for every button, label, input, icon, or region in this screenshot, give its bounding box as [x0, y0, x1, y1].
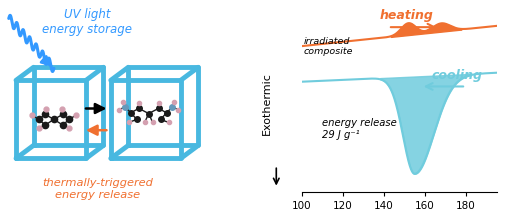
Text: heating: heating: [380, 9, 433, 22]
Text: energy release
29 J g⁻¹: energy release 29 J g⁻¹: [322, 118, 397, 140]
Text: thermally-triggered
energy release: thermally-triggered energy release: [42, 178, 153, 200]
Text: UV light
energy storage: UV light energy storage: [43, 8, 132, 36]
Text: irradiated
composite: irradiated composite: [304, 37, 353, 56]
Text: cooling: cooling: [431, 69, 482, 82]
Text: Exothermic: Exothermic: [262, 72, 272, 135]
